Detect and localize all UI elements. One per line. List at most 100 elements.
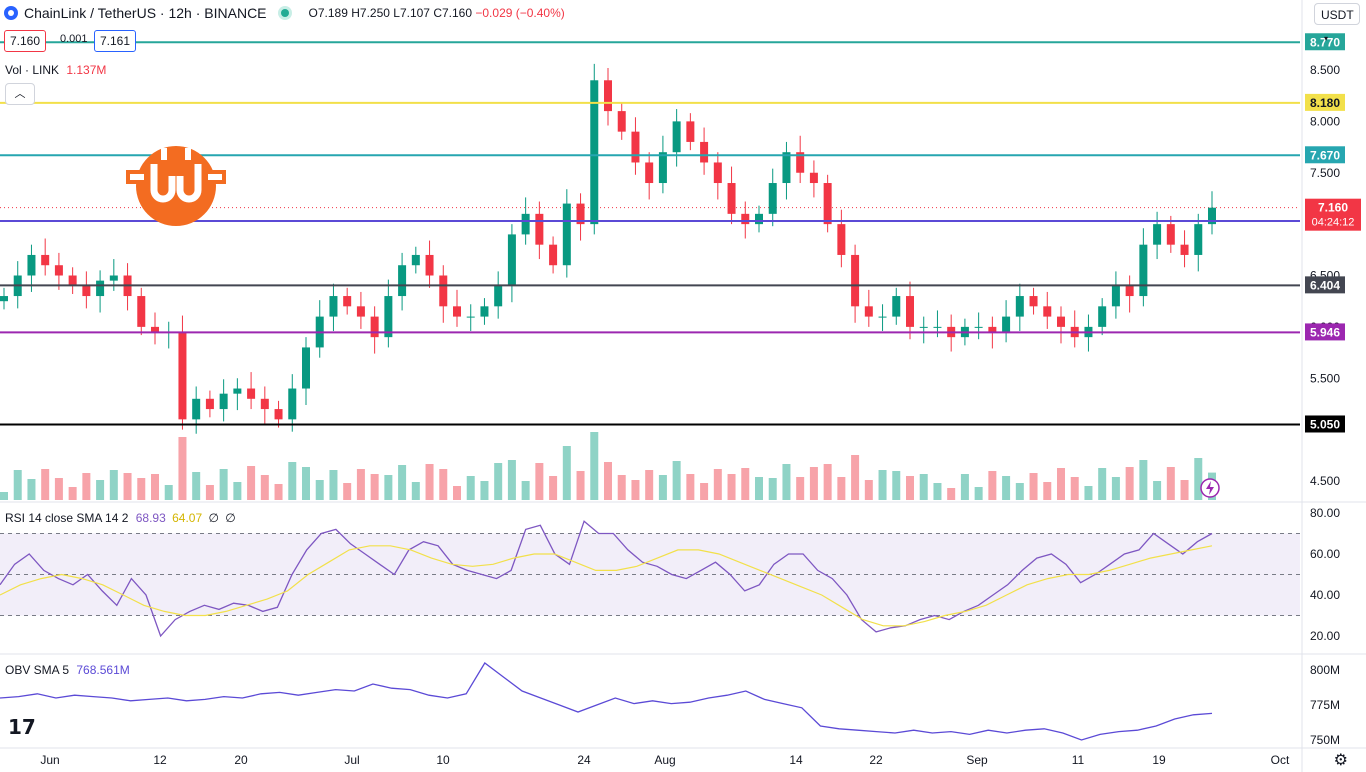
volume-bar — [741, 468, 750, 500]
price-tick-label: 8.000 — [1310, 114, 1340, 128]
volume-bar — [480, 481, 489, 500]
candle-body — [192, 398, 201, 420]
level-tag-bg — [1305, 323, 1345, 341]
tradingview-logo-icon[interactable]: 17 — [8, 715, 36, 739]
sell-price-button[interactable]: 7.160 — [4, 30, 47, 52]
candle-body — [453, 306, 461, 317]
volume-bar — [837, 477, 846, 500]
volume-bar — [1002, 476, 1011, 500]
gear-icon[interactable]: ⚙ — [1333, 752, 1348, 769]
current-price-label: 7.160 — [1318, 201, 1348, 215]
obv-tick-label: 800M — [1310, 663, 1340, 677]
rsi-tick-label: 80.00 — [1310, 506, 1340, 520]
volume-legend[interactable]: Vol · LINK 1.137M — [5, 63, 106, 77]
time-tick-label: Jul — [344, 753, 359, 767]
volume-bar — [68, 487, 77, 500]
candle-body — [590, 80, 599, 225]
ohlc-close: C7.160 — [433, 6, 473, 20]
candle-body — [727, 183, 736, 214]
price-tick-label: 8.500 — [1310, 63, 1340, 77]
volume-bar — [1084, 486, 1093, 500]
candle-body — [741, 213, 750, 225]
symbol-title[interactable]: ChainLink / TetherUS · 12h · BINANCE — [24, 5, 267, 21]
volume-bar — [933, 483, 942, 500]
candle-body — [562, 203, 571, 266]
volume-bar — [974, 487, 983, 500]
candle-body — [521, 213, 530, 235]
volume-bar — [590, 432, 599, 500]
candle-body — [205, 398, 214, 410]
candle-body — [1002, 316, 1011, 333]
volume-bar — [713, 469, 722, 500]
rsi-tick-label: 20.00 — [1310, 629, 1340, 643]
collapse-legend-button[interactable]: ︿ — [5, 83, 35, 105]
level-tag-bg — [1305, 415, 1345, 433]
candle-body — [370, 316, 379, 338]
chevron-up-icon: ︿ — [14, 88, 26, 100]
volume-bar — [549, 476, 558, 500]
candle-body — [82, 285, 91, 297]
volume-bar — [247, 466, 256, 500]
candle-body — [233, 388, 242, 394]
volume-bar — [1180, 480, 1189, 500]
volume-bar — [604, 462, 612, 500]
candle-body — [1029, 296, 1038, 307]
volume-bar — [425, 464, 434, 500]
volume-bar — [562, 446, 571, 500]
candle-body — [178, 332, 187, 420]
volume-bar — [82, 473, 91, 500]
candle-body — [933, 326, 942, 328]
volume-bar — [205, 485, 214, 500]
volume-bar — [329, 470, 338, 500]
volume-bar — [796, 477, 805, 500]
currency-select[interactable]: USDT ▾ — [1314, 3, 1360, 43]
candle-body — [1180, 244, 1189, 255]
candle-body — [549, 244, 558, 266]
candle-body — [439, 275, 448, 307]
candle-body — [356, 306, 365, 317]
rsi-legend[interactable]: RSI 14 close SMA 14 2 68.93 64.07 ∅ ∅ — [5, 511, 236, 525]
volume-bar — [151, 474, 159, 500]
volume-bar — [1057, 468, 1065, 500]
level-tag-bg — [1305, 146, 1345, 164]
candle-body — [109, 275, 118, 281]
volume-bar — [453, 486, 461, 500]
candle-body — [151, 326, 159, 333]
candle-body — [0, 296, 8, 302]
volume-bar — [260, 475, 269, 500]
time-tick-label: 10 — [436, 753, 450, 767]
volume-bar — [960, 474, 969, 500]
buy-price-button[interactable]: 7.161 — [94, 30, 137, 52]
volume-bar — [1098, 468, 1107, 500]
volume-bar — [727, 474, 736, 500]
ohlc-values: O7.189 H7.250 L7.107 C7.160 −0.029 (−0.4… — [309, 6, 565, 20]
time-tick-label: 12 — [153, 753, 167, 767]
candle-body — [755, 213, 763, 225]
volume-bar — [919, 474, 928, 500]
volume-bar — [768, 478, 777, 500]
candle-body — [507, 234, 516, 286]
time-tick-label: Jun — [40, 753, 59, 767]
volume-bar — [54, 478, 63, 500]
candle-body — [27, 254, 36, 276]
price-tick-label: 7.500 — [1310, 166, 1340, 180]
candle-body — [823, 183, 832, 225]
volume-bar — [988, 471, 997, 500]
volume-bar — [672, 461, 681, 500]
candle-body — [782, 152, 791, 184]
volume-bar — [137, 478, 146, 500]
volume-bar — [411, 482, 420, 500]
volume-bar — [1015, 483, 1024, 500]
level-tag-bg — [1305, 93, 1345, 111]
obv-legend[interactable]: OBV SMA 5 768.561M — [5, 663, 130, 677]
candle-body — [1043, 306, 1052, 317]
volume-bar — [1070, 477, 1079, 500]
obv-tick-label: 775M — [1310, 698, 1340, 712]
candle-body — [686, 121, 695, 142]
time-tick-label: 11 — [1072, 753, 1085, 767]
time-tick-label: Aug — [654, 753, 675, 767]
volume-bar — [535, 463, 544, 500]
candle-body — [1153, 224, 1162, 245]
volume-bar — [947, 488, 956, 500]
